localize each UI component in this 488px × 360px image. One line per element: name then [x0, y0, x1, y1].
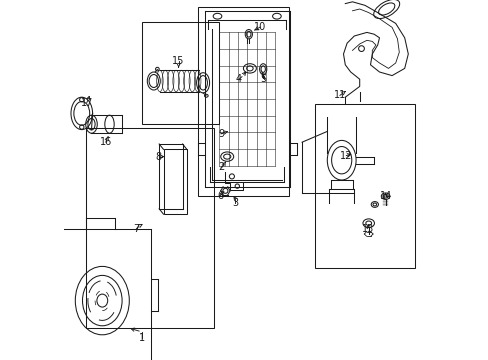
Bar — [163, 149, 186, 214]
Bar — [197, 7, 289, 196]
Text: 7: 7 — [133, 224, 140, 234]
Text: 16: 16 — [100, 137, 112, 147]
Text: 15: 15 — [172, 56, 184, 66]
Text: 17: 17 — [81, 98, 93, 108]
Text: 10: 10 — [254, 22, 266, 32]
Text: 6: 6 — [217, 191, 223, 201]
Text: 8: 8 — [156, 152, 162, 162]
Bar — [314, 104, 415, 268]
Text: 5: 5 — [260, 74, 266, 84]
Text: 2: 2 — [218, 162, 224, 172]
Text: 13: 13 — [361, 224, 373, 234]
Bar — [86, 128, 213, 328]
Text: 14: 14 — [379, 191, 391, 201]
Text: 4: 4 — [236, 74, 242, 84]
Text: 9: 9 — [218, 129, 224, 139]
Bar — [142, 22, 219, 124]
Text: 11: 11 — [333, 90, 346, 100]
Text: 12: 12 — [340, 150, 352, 161]
Text: 1: 1 — [139, 333, 144, 343]
Text: 3: 3 — [232, 198, 238, 208]
